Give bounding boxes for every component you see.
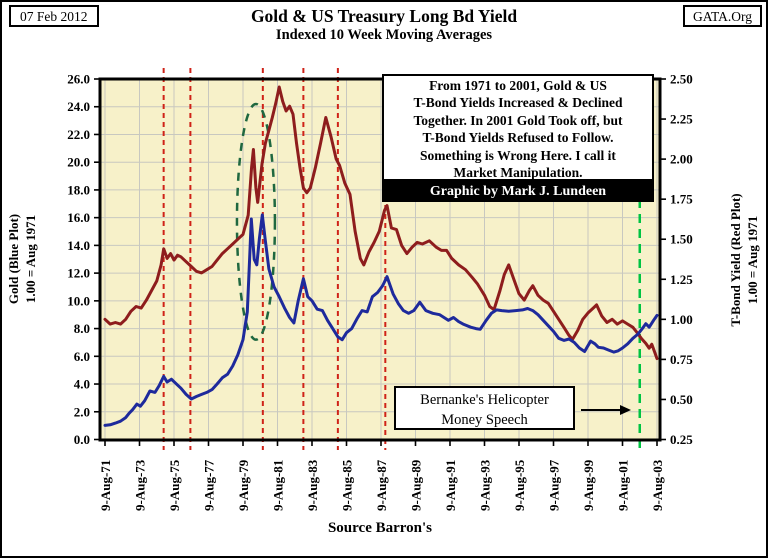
svg-text:9-Aug-91: 9-Aug-91 (443, 460, 458, 511)
svg-text:9-Aug-77: 9-Aug-77 (202, 459, 217, 511)
site-name: GATA.Org (693, 9, 753, 24)
chart-subtitle: Indexed 10 Week Moving Averages (275, 27, 493, 43)
svg-text:1.75: 1.75 (670, 192, 693, 207)
svg-text:6.0: 6.0 (74, 349, 90, 364)
left-axis-label-line1: Gold (Blue Plot) (6, 214, 21, 304)
credit-bar: Graphic by Mark J. Lundeen (382, 181, 654, 202)
svg-text:16.0: 16.0 (67, 210, 90, 225)
date-stamp: 07 Feb 2012 (20, 9, 88, 24)
commentary-line: T-Bond Yields Refused to Follow. (422, 130, 614, 146)
svg-text:26.0: 26.0 (67, 72, 90, 87)
chart-title: Gold & US Treasury Long Bd Yield (250, 6, 518, 26)
svg-text:1.50: 1.50 (670, 232, 693, 247)
svg-text:4.0: 4.0 (74, 377, 90, 392)
svg-text:9-Aug-93: 9-Aug-93 (478, 459, 493, 511)
commentary-line: From 1971 to 2001, Gold & US (429, 78, 607, 93)
svg-text:10.0: 10.0 (67, 293, 90, 308)
svg-text:9-Aug-97: 9-Aug-97 (547, 459, 562, 511)
svg-text:9-Aug-99: 9-Aug-99 (581, 459, 596, 511)
svg-text:9-Aug-73: 9-Aug-73 (133, 459, 148, 511)
svg-text:0.25: 0.25 (670, 432, 693, 447)
svg-text:20.0: 20.0 (67, 155, 90, 170)
source-label: Source Barron's (327, 520, 433, 536)
svg-text:0.0: 0.0 (74, 432, 90, 447)
svg-text:1.00: 1.00 (670, 312, 693, 327)
svg-text:9-Aug-75: 9-Aug-75 (167, 459, 182, 511)
svg-text:9-Aug-01: 9-Aug-01 (616, 460, 631, 511)
svg-text:0.50: 0.50 (670, 392, 693, 407)
svg-text:2.50: 2.50 (670, 72, 693, 87)
svg-text:22.0: 22.0 (67, 127, 90, 142)
series-gold (103, 213, 659, 427)
svg-text:18.0: 18.0 (67, 182, 90, 197)
commentary-line: Market Manipulation. (453, 165, 583, 181)
date-stamp-box: 07 Feb 2012 (9, 5, 99, 27)
bernanke-line1: Bernanke's Helicopter (420, 392, 549, 408)
site-box: GATA.Org (683, 5, 763, 27)
svg-text:9-Aug-87: 9-Aug-87 (374, 459, 389, 511)
svg-text:24.0: 24.0 (67, 99, 90, 114)
data-series (103, 85, 659, 427)
svg-text:2.00: 2.00 (670, 152, 693, 167)
svg-text:9-Aug-79: 9-Aug-79 (236, 459, 251, 511)
svg-text:0.75: 0.75 (670, 352, 693, 367)
svg-text:14.0: 14.0 (67, 238, 90, 253)
commentary-box: From 1971 to 2001, Gold & US T-Bond Yiel… (382, 74, 654, 181)
commentary-line: Something is Wrong Here. I call it (420, 147, 616, 163)
svg-text:2.0: 2.0 (74, 404, 90, 419)
spike-highlight-ellipse (235, 102, 277, 341)
svg-text:9-Aug-89: 9-Aug-89 (409, 459, 424, 511)
svg-text:9-Aug-83: 9-Aug-83 (305, 459, 320, 511)
right-axis-label-line1: T-Bond Yield (Red Plot) (728, 193, 743, 326)
plot-frame (98, 77, 662, 442)
svg-text:9-Aug-95: 9-Aug-95 (512, 459, 527, 511)
svg-text:2.25: 2.25 (670, 112, 693, 127)
svg-text:1.25: 1.25 (670, 272, 693, 287)
axis-ticks (94, 78, 666, 446)
svg-text:9-Aug-85: 9-Aug-85 (340, 459, 355, 511)
bernanke-annotation-box: Bernanke's Helicopter Money Speech (394, 386, 575, 430)
commentary-line: Together. In 2001 Gold Took off, but (413, 112, 623, 128)
bernanke-line2: Money Speech (441, 412, 528, 428)
commentary-line: T-Bond Yields Increased & Declined (413, 95, 623, 111)
svg-text:8.0: 8.0 (74, 321, 90, 336)
series-tbond (103, 85, 659, 361)
svg-text:9-Aug-03: 9-Aug-03 (650, 459, 665, 511)
svg-text:9-Aug-81: 9-Aug-81 (271, 460, 286, 511)
right-axis-label-line2: 1.00 = Aug 1971 (745, 216, 760, 304)
arrow-to-green-line-icon (581, 405, 631, 415)
svg-text:12.0: 12.0 (67, 266, 90, 281)
left-axis-label-line2: 1.00 = Aug 1971 (23, 215, 38, 303)
axis-tick-labels: 9-Aug-71 9-Aug-73 9-Aug-75 9-Aug-77 9-Aug-79… (67, 72, 693, 512)
svg-text:9-Aug-71: 9-Aug-71 (98, 460, 113, 511)
